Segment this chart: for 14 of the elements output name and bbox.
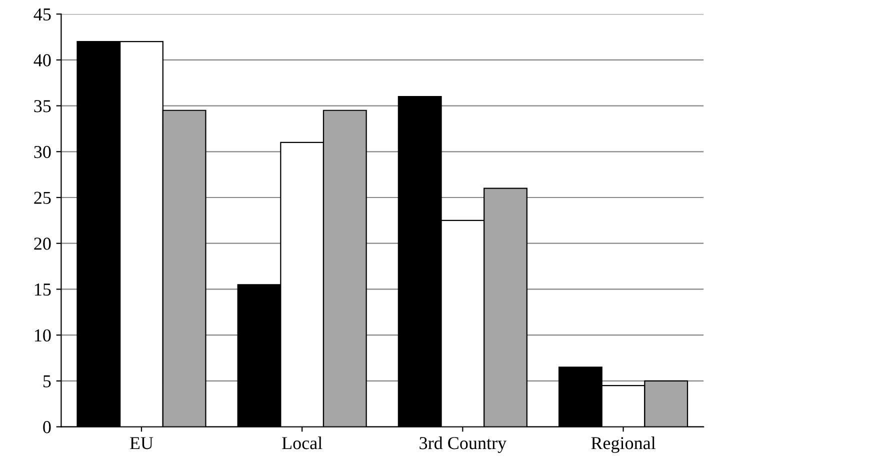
x-tick-label: EU — [130, 437, 154, 450]
y-tick-label: 25 — [34, 192, 51, 204]
y-tick-label: 15 — [34, 284, 51, 296]
y-tick-label: 40 — [34, 54, 51, 66]
y-tick-label: 10 — [34, 329, 51, 342]
x-tick-label: 3rd Country — [420, 436, 506, 453]
y-tick-label: 0 — [43, 421, 51, 434]
x-tick-label: Regional — [591, 436, 656, 453]
x-tick-label: Local — [282, 436, 322, 450]
y-tick-label: 20 — [34, 238, 51, 250]
y-tick-label: 45 — [34, 8, 51, 21]
y-tick-label: 5 — [43, 375, 51, 388]
y-tick-label: 30 — [34, 146, 51, 158]
y-tick-label: 35 — [34, 100, 51, 112]
